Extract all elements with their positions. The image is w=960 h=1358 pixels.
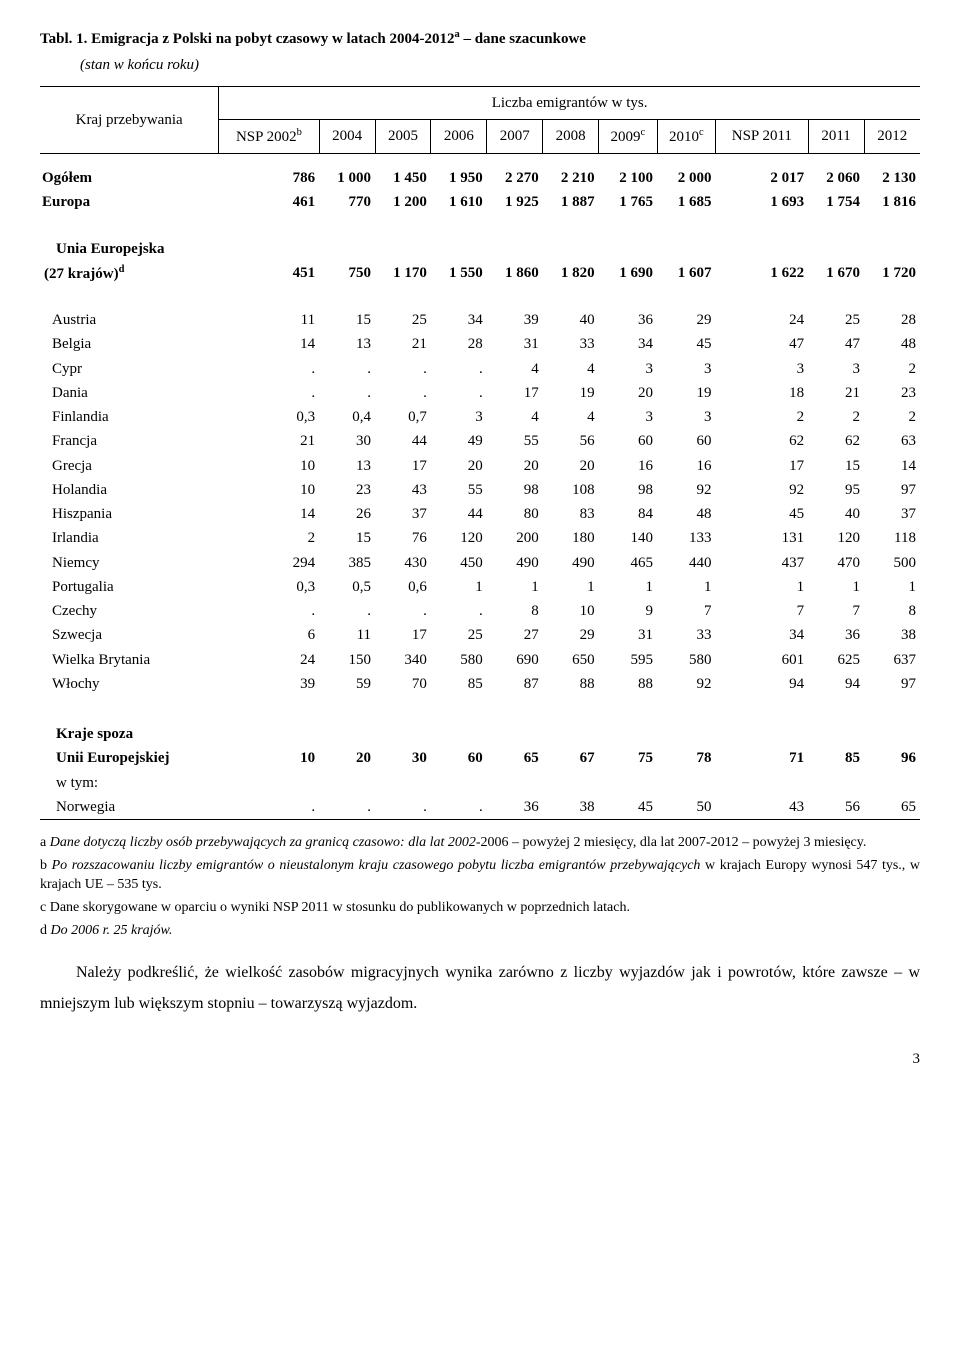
table-row: Finlandia0,30,40,734433222 [40, 405, 920, 429]
header-col-nsp2011: NSP 2011 [716, 119, 809, 153]
table-row: Wielka Brytania2415034058069065059558060… [40, 648, 920, 672]
header-rowlabel: Kraj przebywania [40, 86, 219, 154]
table-row: Kraje spoza [40, 722, 920, 746]
table-row: Belgia1413212831333445474748 [40, 332, 920, 356]
table-row: Hiszpania1426374480838448454037 [40, 502, 920, 526]
header-span: Liczba emigrantów w tys. [219, 86, 920, 119]
table-row: Unii Europejskiej1020306065677578718596 [40, 746, 920, 770]
table-row: w tym: [40, 771, 920, 795]
table-row: Europa4617701 2001 6101 9251 8871 7651 6… [40, 190, 920, 214]
table-row: Francja2130444955566060626263 [40, 429, 920, 453]
header-col-2010: 2010c [657, 119, 715, 153]
table-row: Portugalia0,30,50,611111111 [40, 575, 920, 599]
footnote-c: c Dane skorygowane w oparciu o wyniki NS… [40, 899, 920, 918]
table-row: Grecja1013172020201616171514 [40, 454, 920, 478]
footnote-a: a Dane dotyczą liczby osób przebywającyc… [40, 834, 920, 853]
table-title: Tabl. 1. Emigracja z Polski na pobyt cza… [40, 28, 920, 49]
table-row: Niemcy294385430450490490465440437470500 [40, 551, 920, 575]
header-col-2009: 2009c [599, 119, 657, 153]
footnote-b: b Po rozszacowaniu liczby emigrantów o n… [40, 857, 920, 895]
header-col-2011: 2011 [808, 119, 864, 153]
table-row: Dania....17192019182123 [40, 381, 920, 405]
table-subtitle: (stan w końcu roku) [80, 55, 920, 75]
table-header: Kraj przebywania Liczba emigrantów w tys… [40, 86, 920, 154]
conclusion-paragraph: Należy podkreślić, że wielkość zasobów m… [40, 958, 920, 1019]
header-col-2006: 2006 [431, 119, 487, 153]
table-row: Cypr....4433332 [40, 357, 920, 381]
header-col-2005: 2005 [375, 119, 431, 153]
table-row: Irlandia21576120200180140133131120118 [40, 526, 920, 550]
table-row: Czechy....81097778 [40, 599, 920, 623]
footnote-d: d Do 2006 r. 25 krajów. [40, 922, 920, 941]
table-row: Holandia10234355981089892929597 [40, 478, 920, 502]
header-col-nsp2002: NSP 2002b [219, 119, 319, 153]
table-row: Unia Europejska [40, 237, 920, 261]
header-col-2004: 2004 [319, 119, 375, 153]
table-row: Szwecja611172527293133343638 [40, 623, 920, 647]
header-col-2007: 2007 [487, 119, 543, 153]
footnotes: a Dane dotyczą liczby osób przebywającyc… [40, 834, 920, 940]
table-row: Norwegia....36384550435665 [40, 795, 920, 820]
table-row: Włochy3959708587888892949497 [40, 672, 920, 696]
table-row: Ogółem7861 0001 4501 9502 2702 2102 1002… [40, 166, 920, 190]
table-body: Ogółem7861 0001 4501 9502 2702 2102 1002… [40, 154, 920, 820]
page-number: 3 [40, 1049, 920, 1069]
emigration-table: Kraj przebywania Liczba emigrantów w tys… [40, 86, 920, 821]
table-row: Austria1115253439403629242528 [40, 308, 920, 332]
header-col-2012: 2012 [864, 119, 920, 153]
table-row: (27 krajów)d4517501 1701 5501 8601 8201 … [40, 261, 920, 286]
header-col-2008: 2008 [543, 119, 599, 153]
